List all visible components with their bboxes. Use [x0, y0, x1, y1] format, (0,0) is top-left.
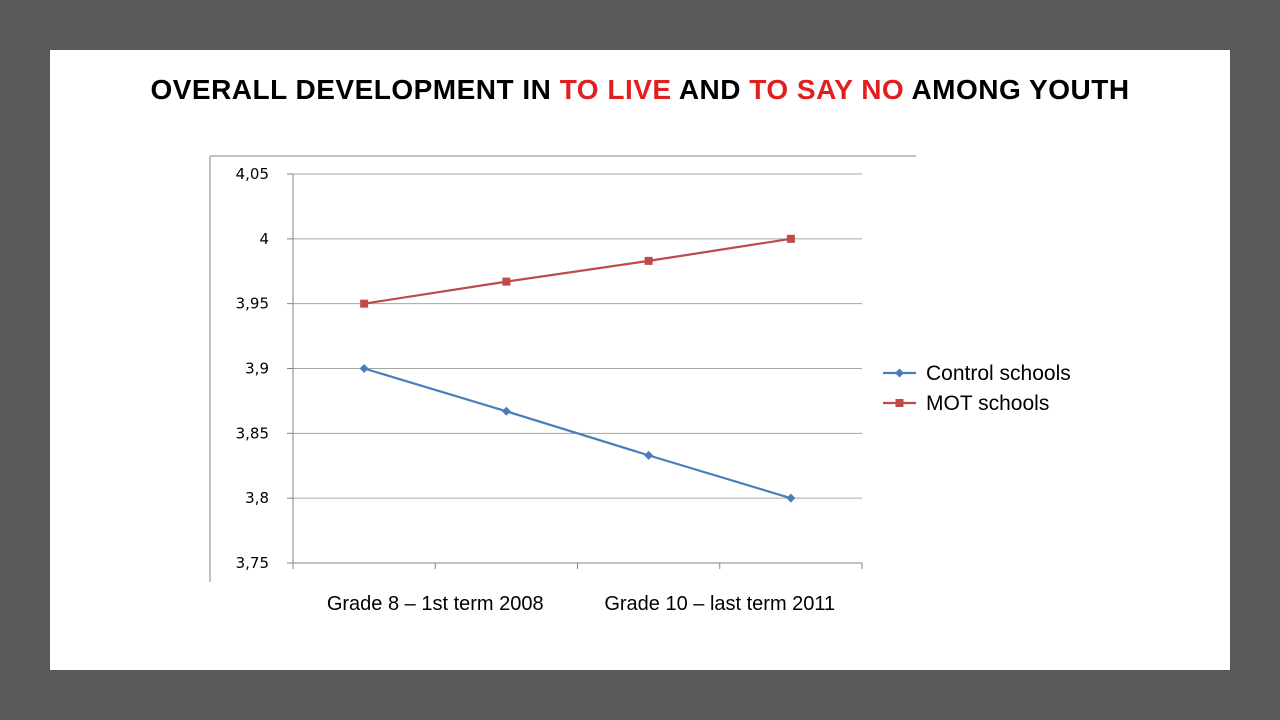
data-point-mot-schools [502, 277, 511, 286]
data-point-control-schools [644, 450, 654, 460]
title-highlight-to-say-no: TO SAY NO [749, 74, 905, 105]
y-tick-label: 4,05 [236, 165, 269, 183]
x-tick-label: Grade 8 – 1st term 2008 [327, 593, 544, 615]
x-axis: Grade 8 – 1st term 2008 Grade 10 – last t… [292, 174, 863, 615]
line-chart: 3,75 3,8 3,85 3,9 3,95 4 4,05 Grade 8 – 1st te… [209, 155, 1071, 615]
legend: Control schools MOT schools [883, 362, 1071, 415]
slide: OVERALL DEVELOPMENT IN TO LIVE AND TO SA… [50, 50, 1230, 670]
y-axis-tick-labels: 3,75 3,8 3,85 3,9 3,95 4 4,05 [236, 165, 269, 572]
y-tick-label: 4 [259, 230, 269, 248]
title-part-3: AND [671, 74, 750, 105]
data-point-control-schools [501, 406, 511, 416]
data-point-control-schools [359, 364, 369, 373]
title-part-5: AMONG YOUTH [904, 74, 1130, 105]
data-point-mot-schools [360, 299, 369, 308]
series-group [359, 234, 796, 503]
y-tick-label: 3,75 [236, 554, 269, 572]
y-tick-label: 3,9 [245, 360, 269, 378]
data-point-mot-schools [644, 256, 653, 265]
legend-label-mot-schools: MOT schools [926, 392, 1049, 415]
series-line-control-schools [363, 367, 792, 500]
y-tick-label: 3,8 [245, 489, 269, 507]
legend-marker-control-schools [895, 368, 904, 378]
legend-marker-mot-schools [895, 399, 904, 407]
slide-title: OVERALL DEVELOPMENT IN TO LIVE AND TO SA… [50, 74, 1230, 106]
legend-label-control-schools: Control schools [926, 362, 1071, 385]
data-point-control-schools [786, 493, 796, 503]
x-tick-label: Grade 10 – last term 2011 [604, 593, 835, 615]
y-tick-label: 3,95 [236, 295, 269, 313]
title-part-1: OVERALL DEVELOPMENT IN [150, 74, 560, 105]
series-line-mot-schools [363, 237, 792, 305]
title-highlight-to-live: TO LIVE [559, 74, 672, 105]
data-point-mot-schools [786, 234, 795, 243]
gridlines [287, 173, 862, 564]
y-tick-label: 3,85 [236, 424, 269, 442]
